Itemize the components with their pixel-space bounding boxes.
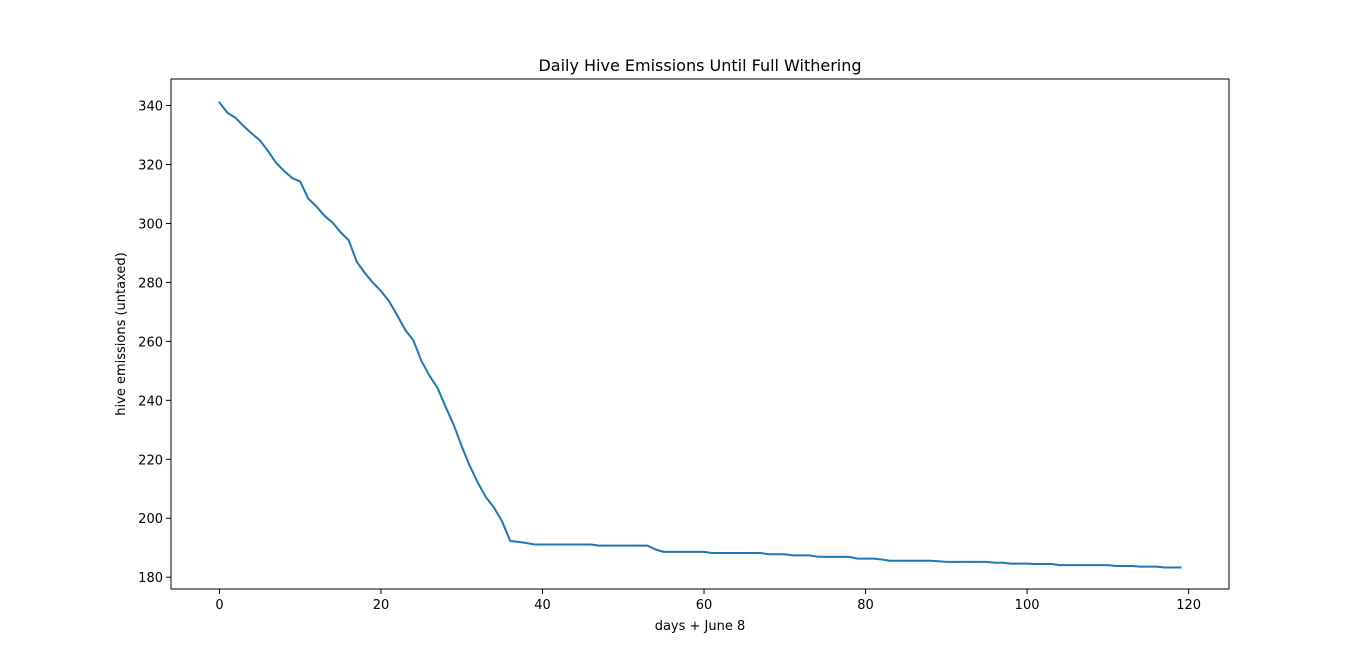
y-tick-label: 300 bbox=[138, 217, 163, 232]
y-tick-label: 180 bbox=[138, 571, 163, 586]
y-axis-label: hive emissions (untaxed) bbox=[114, 252, 129, 415]
y-tick-label: 200 bbox=[138, 512, 163, 527]
y-tick-label: 220 bbox=[138, 453, 163, 468]
chart-title: Daily Hive Emissions Until Full Witherin… bbox=[538, 56, 861, 75]
x-tick-label: 0 bbox=[215, 598, 223, 613]
y-tick-label: 320 bbox=[138, 158, 163, 173]
y-tick-label: 280 bbox=[138, 276, 163, 291]
plot-frame bbox=[170, 78, 1230, 590]
y-axis: 180 200 220 240 260 280 300 320 340 bbox=[138, 100, 171, 586]
y-tick-label: 340 bbox=[138, 100, 163, 115]
series-line-0 bbox=[218, 101, 1182, 569]
x-tick-label: 100 bbox=[1015, 598, 1040, 613]
x-tick-label: 60 bbox=[696, 598, 713, 613]
y-tick-label: 240 bbox=[138, 394, 163, 409]
x-axis: 0 20 40 60 80 100 120 bbox=[215, 589, 1201, 613]
x-tick-label: 20 bbox=[373, 598, 390, 613]
x-tick-label: 120 bbox=[1176, 598, 1201, 613]
x-tick-label: 40 bbox=[534, 598, 551, 613]
x-tick-label: 80 bbox=[857, 598, 874, 613]
y-tick-label: 260 bbox=[138, 335, 163, 350]
x-axis-label: days + June 8 bbox=[655, 619, 746, 634]
